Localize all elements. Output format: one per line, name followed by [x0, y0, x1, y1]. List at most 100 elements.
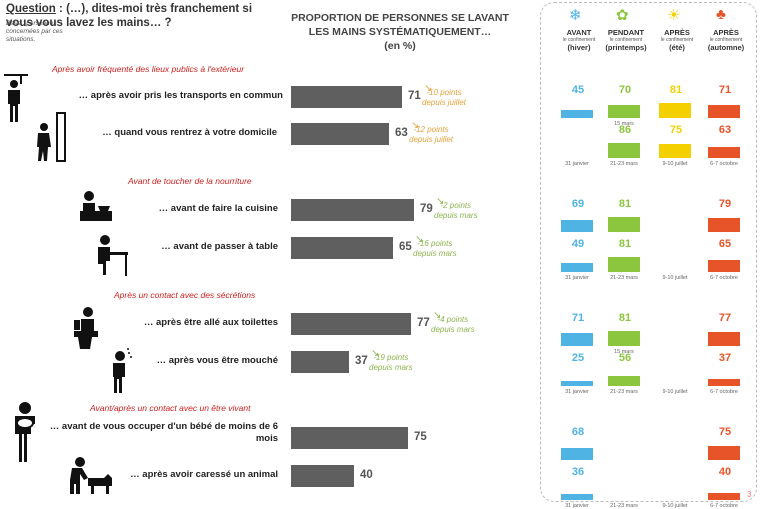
- section-title: Après avoir fréquenté des lieux publics …: [52, 64, 245, 74]
- timeline-value: 77: [718, 312, 732, 324]
- timeline-date: 6-7 octobre: [710, 503, 738, 509]
- period-season: (automne): [707, 43, 745, 52]
- delta-points: -10 points: [426, 88, 462, 97]
- item-label: … avant de vous occuper d'un bébé de moi…: [49, 421, 278, 444]
- question-text: Question : (…), dites-moi très francheme…: [6, 2, 276, 30]
- timeline-date: 21-23 mars: [610, 503, 638, 509]
- delta-since: depuis mars: [413, 249, 457, 258]
- timeline-bar: [708, 332, 740, 346]
- item-label: … après être allé aux toilettes: [143, 317, 278, 328]
- chart-title-line1: PROPORTION DE PERSONNES SE LAVANT: [291, 12, 509, 24]
- trend-down-icon: ↘: [424, 83, 433, 94]
- period-name: AVANT: [566, 28, 592, 37]
- timeline-value: 70: [618, 84, 632, 96]
- item-label: … avant de passer à table: [161, 241, 278, 252]
- period-subtitle: le confinement: [660, 37, 694, 43]
- chart-unit: (en %): [384, 40, 416, 52]
- timeline-bar: [561, 494, 593, 500]
- snowflake-icon: ❄: [569, 7, 582, 24]
- timeline-date: 21-23 mars: [610, 275, 638, 281]
- trend-down-icon: ↘: [436, 196, 445, 207]
- chart-title: PROPORTION DE PERSONNES SE LAVANT LES MA…: [290, 11, 510, 53]
- delta-points: -19 points: [373, 353, 409, 362]
- timeline-date: 31 janvier: [565, 161, 589, 167]
- timeline-value: 81: [618, 238, 632, 250]
- timeline-bar: [561, 110, 593, 118]
- timeline-value: 65: [718, 238, 732, 250]
- bar-value: 63: [395, 127, 408, 139]
- section-title: Avant/après un contact avec un être viva…: [90, 403, 251, 413]
- delta-label: -4 points depuis mars: [431, 315, 475, 335]
- timeline-date: 6-7 octobre: [710, 389, 738, 395]
- timeline-bar: [608, 143, 640, 158]
- timeline-bar: [561, 381, 593, 386]
- item-label: … après vous être mouché: [156, 355, 278, 366]
- item-label: … après avoir pris les transports en com…: [78, 90, 283, 101]
- timeline-value: 63: [718, 124, 732, 136]
- timeline-value: 71: [571, 312, 585, 324]
- bar: [291, 237, 393, 259]
- trend-down-icon: ↘: [411, 120, 420, 131]
- timeline-date: 21-23 mars: [610, 161, 638, 167]
- period-name: APRÈS: [713, 28, 739, 37]
- timeline-date: 31 janvier: [565, 275, 589, 281]
- timeline-date: 15 mars: [614, 349, 634, 355]
- timeline-value: 81: [618, 312, 632, 324]
- bar-value: 79: [420, 203, 433, 215]
- timeline-bar: [561, 220, 593, 232]
- trend-down-icon: ↘: [415, 234, 424, 245]
- period-header: APRÈS le confinement (automne): [700, 28, 752, 52]
- timeline-value: 71: [718, 84, 732, 96]
- maple-leaf-icon: ♣: [716, 6, 726, 23]
- timeline-bar: [561, 333, 593, 346]
- timeline-value: 81: [618, 198, 632, 210]
- timeline-bar: [608, 376, 640, 386]
- period-season: (été): [669, 43, 685, 52]
- period-subtitle: le confinement: [609, 37, 643, 43]
- delta-points: -16 points: [417, 239, 453, 248]
- timeline-value: 68: [571, 426, 585, 438]
- bar: [291, 123, 389, 145]
- timeline-value: 45: [571, 84, 585, 96]
- delta-since: depuis juillet: [422, 98, 467, 107]
- bar: [291, 86, 402, 108]
- timeline-value: 56: [618, 352, 632, 364]
- bar: [291, 351, 349, 373]
- period-header: PENDANT le confinement (printemps): [600, 28, 652, 52]
- delta-label: -2 points depuis mars: [434, 201, 478, 221]
- trend-down-icon: ↘: [433, 310, 442, 321]
- item-label: … quand vous rentrez à votre domicile: [102, 127, 277, 138]
- delta-points: -4 points: [437, 315, 469, 324]
- timeline-date: 9-10 juillet: [662, 161, 688, 167]
- delta-points: -2 points: [440, 201, 472, 210]
- delta-since: depuis mars: [434, 211, 478, 220]
- timeline-bar: [708, 105, 740, 118]
- period-header: AVANT le confinement (hiver): [553, 28, 605, 52]
- question-body: : (…), dites-moi très franchement si vou…: [6, 3, 253, 29]
- delta-points: -12 points: [413, 125, 449, 134]
- period-header: APRÈS le confinement (été): [651, 28, 703, 52]
- delta-label: -10 points depuis juillet: [422, 88, 466, 108]
- delta-label: -19 points depuis mars: [369, 353, 413, 373]
- timeline-bar: [708, 446, 740, 460]
- flower-icon: ✿: [616, 7, 629, 24]
- bar-value: 37: [355, 355, 368, 367]
- timeline-date: 21-23 mars: [610, 389, 638, 395]
- timeline-bar: [659, 103, 691, 118]
- bar: [291, 199, 414, 221]
- timeline-panel: [540, 2, 757, 502]
- timeline-value: 40: [718, 466, 732, 478]
- bar-value: 71: [408, 90, 421, 102]
- delta-since: depuis juillet: [409, 135, 454, 144]
- bar-value: 77: [417, 317, 430, 329]
- timeline-value: 86: [618, 124, 632, 136]
- timeline-date: 6-7 octobre: [710, 275, 738, 281]
- period-subtitle: le confinement: [709, 37, 743, 43]
- period-name: PENDANT: [607, 28, 645, 37]
- page-number: 3: [747, 490, 752, 499]
- chart-title-line2: LES MAINS SYSTÉMATIQUEMENT…: [308, 26, 492, 38]
- timeline-value: 75: [718, 426, 732, 438]
- timeline-value: 75: [669, 124, 683, 136]
- timeline-bar: [561, 263, 593, 272]
- timeline-bar: [708, 260, 740, 272]
